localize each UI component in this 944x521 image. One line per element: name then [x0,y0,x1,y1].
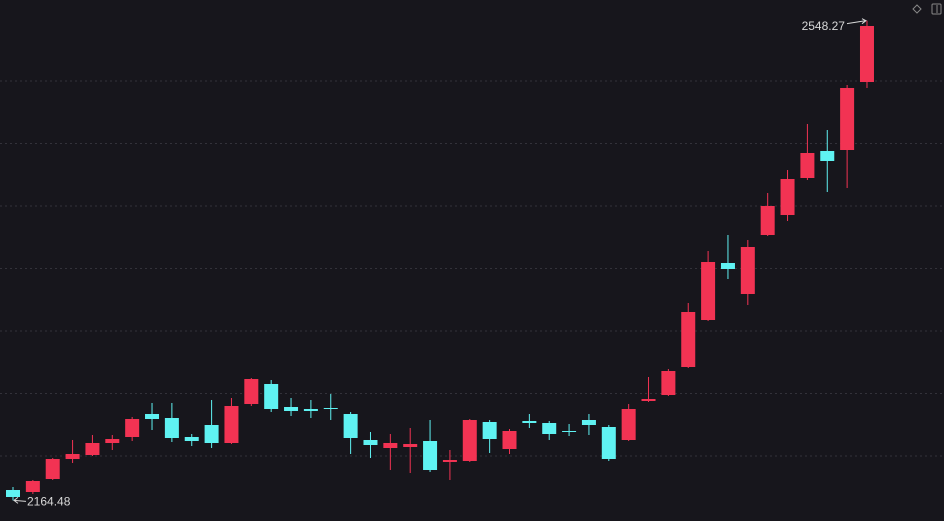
candle-body [145,414,160,419]
candle-body [462,420,477,461]
candle-body [383,443,398,448]
candle-body [482,422,497,439]
candle-body [522,421,537,423]
panel-icon[interactable] [931,3,942,15]
annotation-label: 2548.27 [802,19,846,33]
candle-body [204,425,219,443]
annotation-arrowhead [13,497,19,504]
candle-body [244,379,259,404]
candle-body [164,418,179,438]
candle-body [284,407,299,411]
candle-body [125,419,140,437]
candle-body [45,459,60,479]
candle-body [6,490,20,497]
candle-body [840,88,855,150]
candle-body [760,206,775,235]
candle-body [65,454,80,459]
annotation-arrow [846,20,867,25]
annotation-label: 2164.48 [27,495,71,509]
candle-body [641,399,656,401]
candle-body [105,439,120,443]
annotation-arrow [13,499,27,502]
candle-body [780,179,795,215]
diamond-icon[interactable] [912,4,922,14]
candle-body [859,26,874,82]
candle-body [581,420,596,425]
candle-body [800,153,815,178]
candle-body [720,263,735,269]
candle-body [621,409,636,440]
candle-body [701,262,716,320]
candle-body [601,427,616,459]
candle-body [264,384,279,409]
candle-body [25,481,40,492]
candle-body [442,460,457,462]
candle-body [85,443,100,455]
candle-body [820,151,835,161]
candle-body [363,440,378,445]
candle-body [343,414,358,438]
candle-body [562,431,577,432]
candle-body [303,409,318,411]
candle-body [184,437,199,441]
candle-body [323,408,338,409]
candle-body [224,406,239,443]
annotation-arrowhead [861,18,867,25]
candle-body [542,423,557,434]
candle-body [661,371,676,395]
candle-body [740,247,755,294]
candle-body [502,431,517,449]
candle-body [423,441,438,470]
candle-body [403,444,418,447]
candle-body [681,312,696,367]
